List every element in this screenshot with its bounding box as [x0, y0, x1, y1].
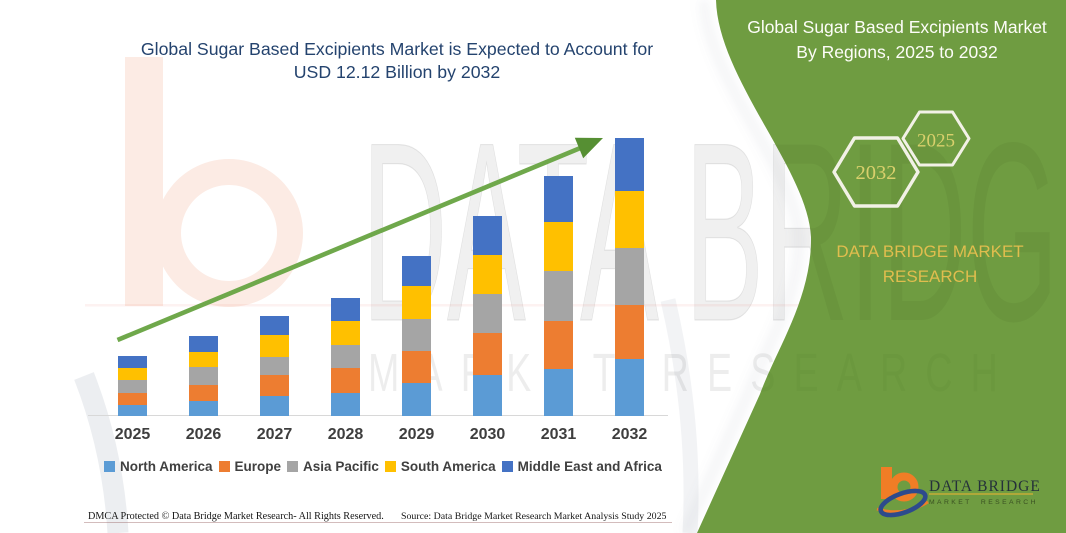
svg-text:MARKET RESEARCH: MARKET RESEARCH [929, 499, 1038, 506]
svg-text:2032: 2032 [856, 162, 897, 184]
svg-text:DATA BRIDGE: DATA BRIDGE [929, 478, 1041, 495]
svg-text:2025: 2025 [917, 131, 955, 152]
